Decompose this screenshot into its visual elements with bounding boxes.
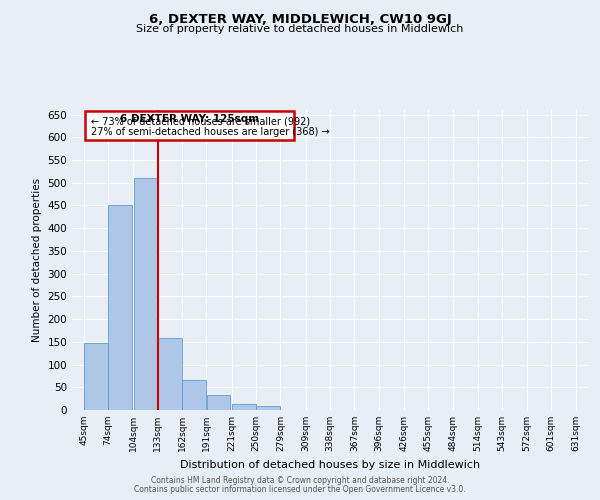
Bar: [256, 406, 280, 410]
Bar: [232, 404, 256, 410]
Bar: [182, 380, 206, 410]
Text: ← 73% of detached houses are smaller (992): ← 73% of detached houses are smaller (99…: [91, 117, 310, 127]
Text: 27% of semi-detached houses are larger (368) →: 27% of semi-detached houses are larger (…: [91, 126, 329, 136]
Text: 6, DEXTER WAY, MIDDLEWICH, CW10 9GJ: 6, DEXTER WAY, MIDDLEWICH, CW10 9GJ: [149, 12, 451, 26]
Text: Contains HM Land Registry data © Crown copyright and database right 2024.: Contains HM Land Registry data © Crown c…: [151, 476, 449, 485]
Text: 6 DEXTER WAY: 125sqm: 6 DEXTER WAY: 125sqm: [120, 114, 259, 124]
Bar: [84, 342, 108, 410]
Text: Contains public sector information licensed under the Open Government Licence v3: Contains public sector information licen…: [134, 485, 466, 494]
X-axis label: Distribution of detached houses by size in Middlewich: Distribution of detached houses by size …: [180, 460, 480, 469]
Bar: [134, 178, 157, 410]
Text: Size of property relative to detached houses in Middlewich: Size of property relative to detached ho…: [136, 24, 464, 34]
Bar: [207, 396, 230, 410]
Y-axis label: Number of detached properties: Number of detached properties: [32, 178, 42, 342]
Bar: [109, 206, 132, 410]
Bar: [158, 338, 182, 410]
FancyBboxPatch shape: [85, 111, 294, 140]
